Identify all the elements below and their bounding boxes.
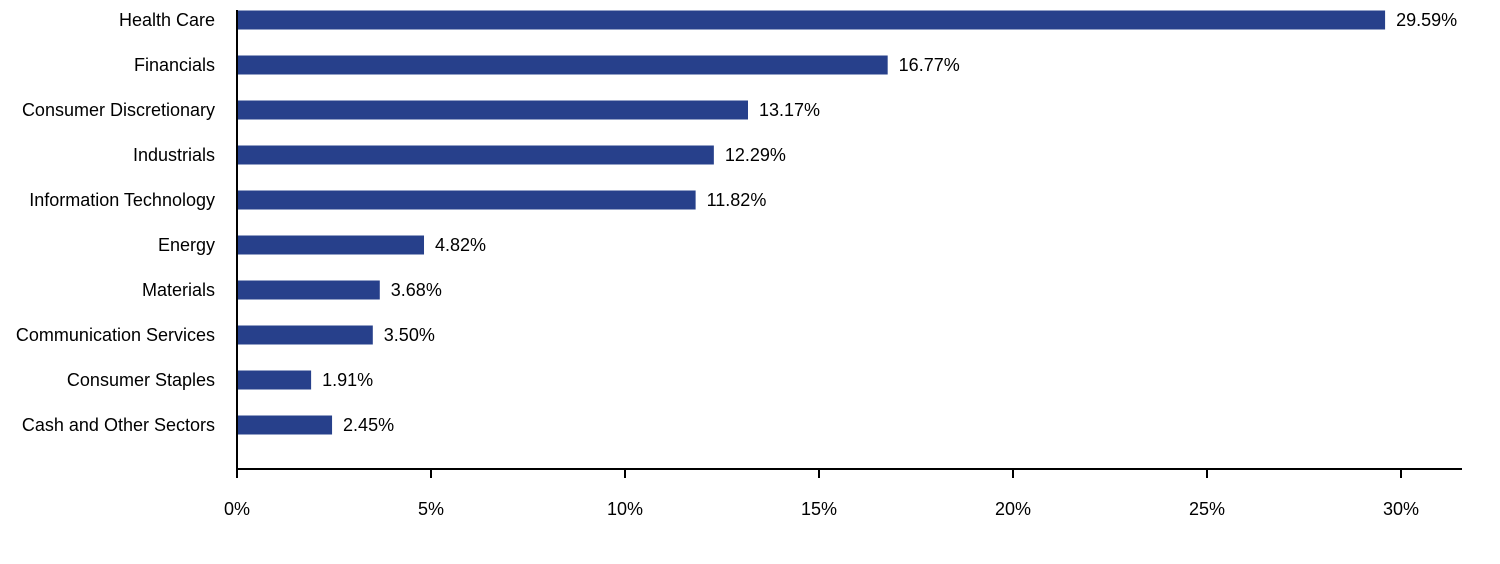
value-label: 29.59% [1396, 10, 1457, 30]
x-tick-label: 5% [418, 499, 444, 519]
bar-cash-and-other-sectors [237, 415, 333, 435]
bar-consumer-staples [237, 370, 312, 390]
bar-industrials [237, 145, 714, 165]
bar-health-care [237, 10, 1386, 30]
bar-information-technology [237, 190, 696, 210]
category-label: Communication Services [16, 325, 215, 345]
x-tick-label: 10% [607, 499, 643, 519]
category-label: Consumer Discretionary [22, 100, 215, 120]
x-tick-label: 15% [801, 499, 837, 519]
bar-energy [237, 235, 425, 255]
category-label: Cash and Other Sectors [22, 415, 215, 435]
x-tick-label: 0% [224, 499, 250, 519]
bar-financials [237, 55, 888, 75]
bar-communication-services [237, 325, 373, 345]
value-label: 1.91% [322, 370, 373, 390]
value-label: 13.17% [759, 100, 820, 120]
value-label: 12.29% [725, 145, 786, 165]
category-label: Consumer Staples [67, 370, 215, 390]
value-label: 4.82% [435, 235, 486, 255]
value-label: 3.68% [391, 280, 442, 300]
x-tick-label: 20% [995, 499, 1031, 519]
category-label: Financials [134, 55, 215, 75]
axis-layer: 0% 5% 10% 15% 20% 25% 30% [224, 10, 1462, 519]
category-label: Materials [142, 280, 215, 300]
value-label: 16.77% [899, 55, 960, 75]
bar-materials [237, 280, 380, 300]
x-tick-label: 25% [1189, 499, 1225, 519]
labels-layer: Health Care 29.59% Financials 16.77% Consume… [16, 10, 1457, 435]
value-label: 3.50% [384, 325, 435, 345]
category-label: Industrials [133, 145, 215, 165]
category-label: Health Care [119, 10, 215, 30]
category-label: Information Technology [29, 190, 215, 210]
value-label: 11.82% [707, 190, 767, 210]
bar-consumer-discretionary [237, 100, 748, 120]
x-tick-label: 30% [1383, 499, 1419, 519]
bars-layer [237, 10, 1386, 435]
category-label: Energy [158, 235, 215, 255]
value-label: 2.45% [343, 415, 394, 435]
